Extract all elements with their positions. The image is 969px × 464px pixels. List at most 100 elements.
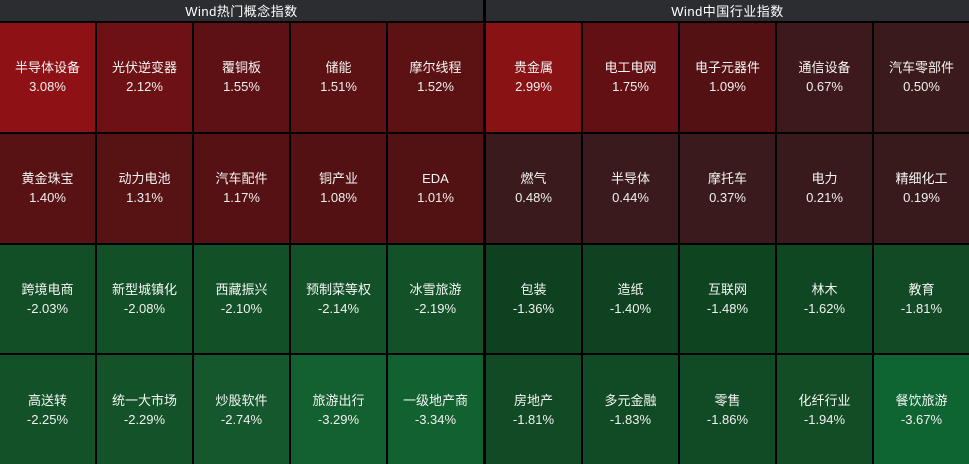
heatmap-cell[interactable]: 教育 -1.81%	[874, 244, 969, 354]
cell-label: 高送转	[27, 392, 67, 408]
cell-label: 动力电池	[118, 171, 171, 187]
heatmap-cell[interactable]: EDA 1.01%	[388, 133, 483, 243]
cell-label: 餐饮旅游	[895, 392, 948, 408]
cell-label: 电力	[811, 171, 838, 187]
heatmap-cell[interactable]: 跨境电商 -2.03%	[0, 244, 95, 354]
heatmap-cell[interactable]: 包装 -1.36%	[486, 244, 581, 354]
heatmap-cell[interactable]: 汽车零部件 0.50%	[874, 23, 969, 132]
cell-change-pct: -2.74%	[220, 411, 263, 427]
heatmap-cell[interactable]: 贵金属 2.99%	[486, 23, 581, 132]
heatmap-cell[interactable]: 多元金融 -1.83%	[583, 355, 678, 464]
heatmap-cell[interactable]: 电工电网 1.75%	[583, 23, 678, 132]
panel-title-hot-concept: Wind热门概念指数	[0, 0, 483, 21]
cell-label: 摩尔线程	[409, 60, 462, 76]
cell-label: 黄金珠宝	[21, 171, 74, 187]
heatmap-cell[interactable]: 燃气 0.48%	[486, 133, 581, 243]
cell-change-pct: -1.36%	[512, 300, 555, 316]
heatmap-cell[interactable]: 零售 -1.86%	[680, 355, 775, 464]
cell-change-pct: 2.99%	[515, 79, 552, 95]
cell-change-pct: 1.51%	[320, 79, 357, 95]
cell-change-pct: 0.44%	[612, 190, 649, 206]
cell-change-pct: 0.21%	[806, 190, 843, 206]
cell-change-pct: 0.50%	[903, 79, 940, 95]
cell-change-pct: -1.83%	[609, 411, 652, 427]
heatmap-cell[interactable]: 通信设备 0.67%	[777, 23, 872, 132]
cell-change-pct: 1.31%	[126, 190, 163, 206]
cell-label: 预制菜等权	[305, 281, 371, 297]
heatmap-cell[interactable]: 互联网 -1.48%	[680, 244, 775, 354]
heatmap-cell[interactable]: 炒股软件 -2.74%	[194, 355, 289, 464]
cell-label: EDA	[422, 171, 449, 187]
heatmap-cell[interactable]: 一级地产商 -3.34%	[388, 355, 483, 464]
heatmap-cell[interactable]: 黄金珠宝 1.40%	[0, 133, 95, 243]
heatmap-cell[interactable]: 预制菜等权 -2.14%	[291, 244, 386, 354]
cell-label: 教育	[908, 281, 935, 297]
heatmap-cell[interactable]: 电力 0.21%	[777, 133, 872, 243]
cell-label: 汽车零部件	[888, 60, 954, 76]
cell-label: 半导体	[610, 171, 650, 187]
cell-change-pct: -2.08%	[123, 300, 166, 316]
panel-china-industry-index: Wind中国行业指数 贵金属 2.99% 电工电网 1.75% 电子元器件 1.09% 通信…	[486, 0, 969, 464]
heatmap-cell[interactable]: 旅游出行 -3.29%	[291, 355, 386, 464]
heatmap-cell[interactable]: 新型城镇化 -2.08%	[97, 244, 192, 354]
heatmap-cell[interactable]: 半导体 0.44%	[583, 133, 678, 243]
cell-label: 光伏逆变器	[111, 60, 177, 76]
cell-label: 零售	[714, 392, 741, 408]
heatmap-cell[interactable]: 光伏逆变器 2.12%	[97, 23, 192, 132]
heatmap-grid-concept: 半导体设备 3.08% 光伏逆变器 2.12% 覆铜板 1.55% 储能 1.51% 摩尔线程 1…	[0, 23, 483, 464]
heatmap-cell[interactable]: 储能 1.51%	[291, 23, 386, 132]
heatmap-cell[interactable]: 房地产 -1.81%	[486, 355, 581, 464]
cell-change-pct: 1.52%	[417, 79, 454, 95]
cell-change-pct: -1.40%	[609, 300, 652, 316]
heatmap-cell[interactable]: 铜产业 1.08%	[291, 133, 386, 243]
cell-change-pct: -3.67%	[900, 411, 943, 427]
cell-label: 多元金融	[604, 392, 657, 408]
cell-change-pct: -2.14%	[317, 300, 360, 316]
heatmap-cell[interactable]: 西藏振兴 -2.10%	[194, 244, 289, 354]
heatmap-cell[interactable]: 化纤行业 -1.94%	[777, 355, 872, 464]
cell-label: 摩托车	[707, 171, 747, 187]
cell-label: 一级地产商	[402, 392, 468, 408]
heatmap-cell[interactable]: 电子元器件 1.09%	[680, 23, 775, 132]
cell-change-pct: 0.48%	[515, 190, 552, 206]
heatmap-cell[interactable]: 造纸 -1.40%	[583, 244, 678, 354]
cell-label: 造纸	[617, 281, 644, 297]
cell-label: 覆铜板	[221, 60, 261, 76]
heatmap-cell[interactable]: 半导体设备 3.08%	[0, 23, 95, 132]
heatmap-cell[interactable]: 餐饮旅游 -3.67%	[874, 355, 969, 464]
panel-hot-concept-index: Wind热门概念指数 半导体设备 3.08% 光伏逆变器 2.12% 覆铜板 1.55% 储…	[0, 0, 483, 464]
heatmap-cell[interactable]: 摩尔线程 1.52%	[388, 23, 483, 132]
heatmap-cell[interactable]: 动力电池 1.31%	[97, 133, 192, 243]
cell-label: 旅游出行	[312, 392, 365, 408]
heatmap-cell[interactable]: 覆铜板 1.55%	[194, 23, 289, 132]
cell-change-pct: 1.75%	[612, 79, 649, 95]
heatmap-cell[interactable]: 精细化工 0.19%	[874, 133, 969, 243]
cell-label: 通信设备	[798, 60, 851, 76]
cell-label: 电工电网	[604, 60, 657, 76]
cell-label: 半导体设备	[14, 60, 80, 76]
cell-change-pct: 0.67%	[806, 79, 843, 95]
heatmap-cell[interactable]: 汽车配件 1.17%	[194, 133, 289, 243]
cell-change-pct: -1.81%	[512, 411, 555, 427]
cell-change-pct: -1.81%	[900, 300, 943, 316]
cell-change-pct: 1.09%	[709, 79, 746, 95]
cell-label: 汽车配件	[215, 171, 268, 187]
heatmap-grid-industry: 贵金属 2.99% 电工电网 1.75% 电子元器件 1.09% 通信设备 0.67% 汽车零部…	[486, 23, 969, 464]
cell-change-pct: -2.03%	[26, 300, 69, 316]
cell-label: 新型城镇化	[111, 281, 177, 297]
heatmap-cell[interactable]: 摩托车 0.37%	[680, 133, 775, 243]
cell-label: 储能	[325, 60, 352, 76]
heatmap-cell[interactable]: 统一大市场 -2.29%	[97, 355, 192, 464]
cell-change-pct: -2.10%	[220, 300, 263, 316]
heatmap-cell[interactable]: 林木 -1.62%	[777, 244, 872, 354]
heatmap-cell[interactable]: 冰雪旅游 -2.19%	[388, 244, 483, 354]
heatmap-cell[interactable]: 高送转 -2.25%	[0, 355, 95, 464]
cell-change-pct: 3.08%	[29, 79, 66, 95]
cell-label: 精细化工	[895, 171, 948, 187]
panel-title-china-industry: Wind中国行业指数	[486, 0, 969, 21]
cell-change-pct: 0.19%	[903, 190, 940, 206]
cell-label: 跨境电商	[21, 281, 74, 297]
cell-label: 化纤行业	[798, 392, 851, 408]
cell-change-pct: -1.86%	[706, 411, 749, 427]
